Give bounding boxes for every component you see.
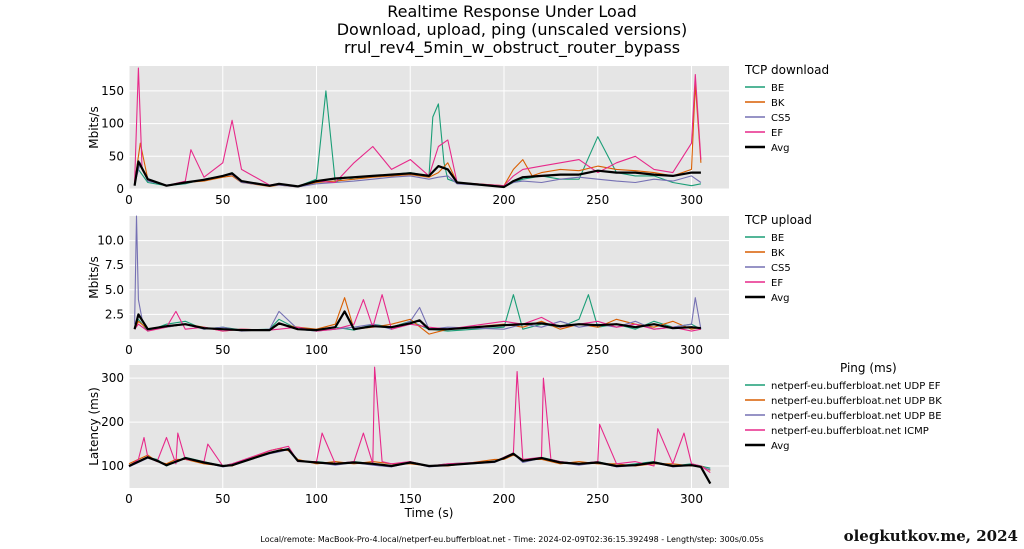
x-tick-label: 50 [215,492,230,506]
watermark: olegkutkov.me, 2024 [843,527,1018,545]
legend-entry-ef: EF [771,128,783,139]
legend-entry-netperf-eu-bufferbloat-net-udp-bk: netperf-eu.bufferbloat.net UDP BK [771,396,942,407]
y-tick-label: 5.0 [105,283,124,297]
x-tick-label: 50 [215,193,230,207]
footer-info: Local/remote: MacBook-Pro-4.local/netper… [260,535,764,544]
x-tick-label: 0 [125,343,133,357]
x-tick-label: 0 [125,492,133,506]
x-tick-label: 150 [399,193,422,207]
x-tick-label: 300 [680,343,703,357]
legend-entry-netperf-eu-bufferbloat-net-udp-ef: netperf-eu.bufferbloat.net UDP EF [771,381,941,392]
y-tick-label: 2.5 [105,307,124,321]
legend-entry-be: BE [771,83,784,94]
y-axis-label: Mbits/s [87,106,101,149]
y-tick-label: 200 [101,415,124,429]
legend-entry-be: BE [771,233,784,244]
legend-entry-avg: Avg [771,293,790,304]
x-tick-label: 250 [586,193,609,207]
x-tick-label: 150 [399,492,422,506]
legend-entry-ef: EF [771,278,783,289]
x-tick-label: 200 [493,343,516,357]
y-tick-label: 150 [101,84,124,98]
legend-entry-netperf-eu-bufferbloat-net-icmp: netperf-eu.bufferbloat.net ICMP [771,426,929,437]
series-line-avg [133,160,701,189]
x-tick-label: 100 [305,193,328,207]
x-tick-label: 200 [493,193,516,207]
y-tick-label: 100 [101,459,124,473]
series-line-avg [128,448,712,485]
y-tick-label: 100 [101,117,124,131]
x-axis-label: Time (s) [404,506,454,520]
x-tick-label: 200 [493,492,516,506]
x-tick-label: 250 [586,343,609,357]
chart-title-line1: Realtime Response Under Load [387,2,637,21]
x-tick-label: 300 [680,492,703,506]
legend-entry-avg: Avg [771,441,790,452]
x-tick-label: 50 [215,343,230,357]
x-tick-label: 250 [586,492,609,506]
x-tick-label: 100 [305,492,328,506]
legend-title: Ping (ms) [840,361,897,375]
x-tick-label: 300 [680,193,703,207]
y-tick-label: 300 [101,371,124,385]
legend-title: TCP download [744,63,829,77]
legend-entry-cs5: CS5 [771,263,791,274]
series-line-bk [134,83,702,188]
y-tick-label: 10.0 [97,234,124,248]
y-tick-label: 7.5 [105,258,124,272]
legend-entry-bk: BK [771,98,785,109]
legend-title: TCP upload [744,213,812,227]
legend-entry-cs5: CS5 [771,113,791,124]
x-tick-label: 0 [125,193,133,207]
y-axis-label: Mbits/s [87,256,101,299]
x-tick-label: 100 [305,343,328,357]
legend-entry-bk: BK [771,248,785,259]
legend-entry-netperf-eu-bufferbloat-net-udp-be: netperf-eu.bufferbloat.net UDP BE [771,411,942,422]
x-tick-label: 150 [399,343,422,357]
chart-title-line2: Download, upload, ping (unscaled version… [336,20,688,39]
series-line-avg [133,310,702,332]
plot-area-3 [129,365,729,488]
plot-area-2 [129,216,729,339]
series-line-ef [134,67,702,187]
y-tick-label: 0 [116,182,124,196]
y-tick-label: 50 [109,149,124,163]
y-axis-label: Latency (ms) [87,387,101,466]
chart-title-line3: rrul_rev4_5min_w_obstruct_router_bypass [343,38,681,57]
legend-entry-avg: Avg [771,143,790,154]
